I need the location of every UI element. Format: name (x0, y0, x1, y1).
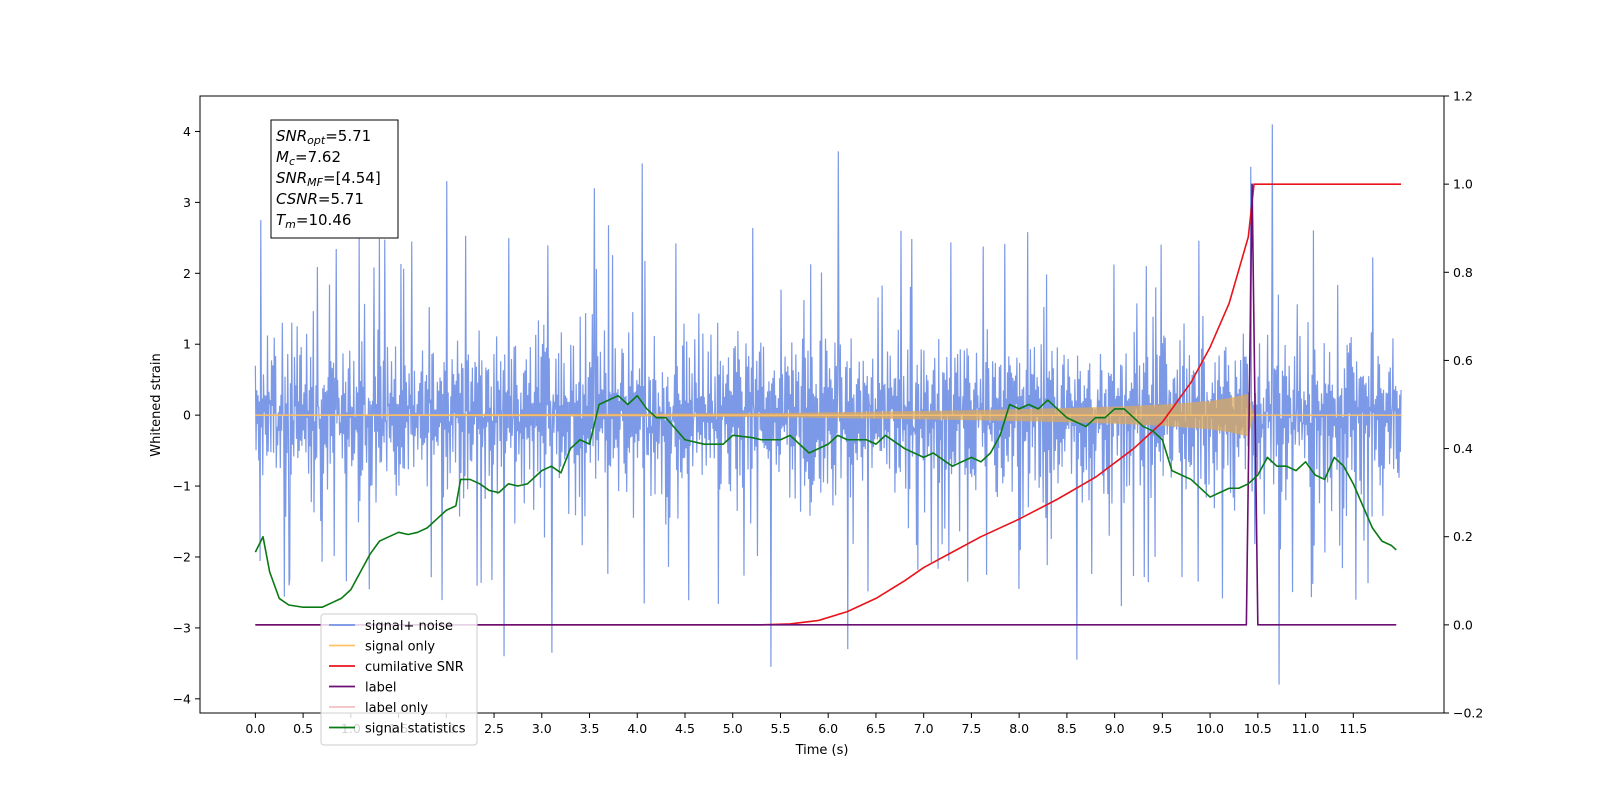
legend-label: label only (365, 701, 428, 716)
plot-area (254, 124, 1402, 685)
y-tick-label: −3 (173, 620, 191, 635)
y-tick-label: 1 (183, 337, 191, 352)
y-right-tick-label: −0.2 (1453, 706, 1483, 721)
x-tick-label: 10.5 (1244, 721, 1272, 736)
x-tick-label: 8.5 (1057, 721, 1077, 736)
legend-label: signal statistics (365, 722, 466, 737)
x-tick-label: 6.5 (866, 721, 886, 736)
y-tick-label: 2 (183, 266, 191, 281)
legend-label: signal only (365, 640, 435, 655)
legend-label: signal+ noise (365, 619, 453, 634)
annotation-line: Mc=7.62 (276, 148, 341, 168)
y-tick-label: 3 (183, 195, 191, 210)
legend-frame (320, 613, 478, 746)
x-tick-label: 11.5 (1339, 721, 1367, 736)
series-line-signal-statistics (254, 394, 1397, 609)
y-tick-label: 4 (183, 124, 191, 139)
y-axis-label: Whitened strain (149, 353, 164, 456)
y-right-tick-label: 0.4 (1453, 441, 1473, 456)
annotation-line: Tm=10.46 (276, 211, 351, 231)
x-tick-label: 9.0 (1105, 721, 1125, 736)
x-tick-label: 9.5 (1152, 721, 1172, 736)
y-right-tick-label: 1.2 (1453, 89, 1473, 104)
x-tick-label: 6.0 (818, 721, 838, 736)
x-tick-label: 5.5 (771, 721, 791, 736)
annotation-frame (270, 119, 399, 239)
x-tick-label: 5.0 (723, 721, 743, 736)
x-axis-label: Time (s) (795, 743, 849, 758)
x-tick-label: 10.0 (1196, 721, 1224, 736)
x-tick-label: 3.5 (580, 721, 600, 736)
x-tick-label: 0.5 (293, 721, 313, 736)
x-tick-label: 7.0 (914, 721, 934, 736)
legend-label: label (365, 681, 396, 696)
x-tick-label: 4.0 (627, 721, 647, 736)
x-tick-label: 0.0 (245, 721, 265, 736)
x-tick-label: 11.0 (1292, 721, 1320, 736)
annotation-line: SNRMF=[4.54] (276, 169, 381, 189)
x-tick-label: 3.0 (532, 721, 552, 736)
annotation-line: SNRopt=5.71 (276, 127, 371, 147)
series-line-cumilative-snr (255, 183, 1402, 626)
y-right-tick-label: 0.8 (1453, 265, 1473, 280)
y-right-tick-label: 0.2 (1453, 529, 1473, 544)
y-tick-label: −4 (173, 691, 191, 706)
y-right-tick-label: 0.6 (1453, 353, 1473, 368)
plot-frame (199, 95, 1445, 714)
series-line-label (255, 183, 1397, 626)
legend: signal+ noise signal only cumilative SNR la… (320, 613, 478, 746)
x-tick-label: 2.5 (484, 721, 504, 736)
y-tick-label: −2 (173, 549, 191, 564)
x-tick-label: 7.5 (961, 721, 981, 736)
legend-label: cumilative SNR (365, 660, 464, 675)
x-tick-label: 4.5 (675, 721, 695, 736)
y-right-tick-label: 0.0 (1453, 617, 1473, 632)
y-right-tick-label: 1.0 (1453, 177, 1473, 192)
y-tick-label: −1 (173, 479, 191, 494)
y-tick-label: 0 (183, 408, 191, 423)
annotation-line: CSNR=5.71 (276, 190, 364, 208)
x-tick-label: 8.0 (1009, 721, 1029, 736)
